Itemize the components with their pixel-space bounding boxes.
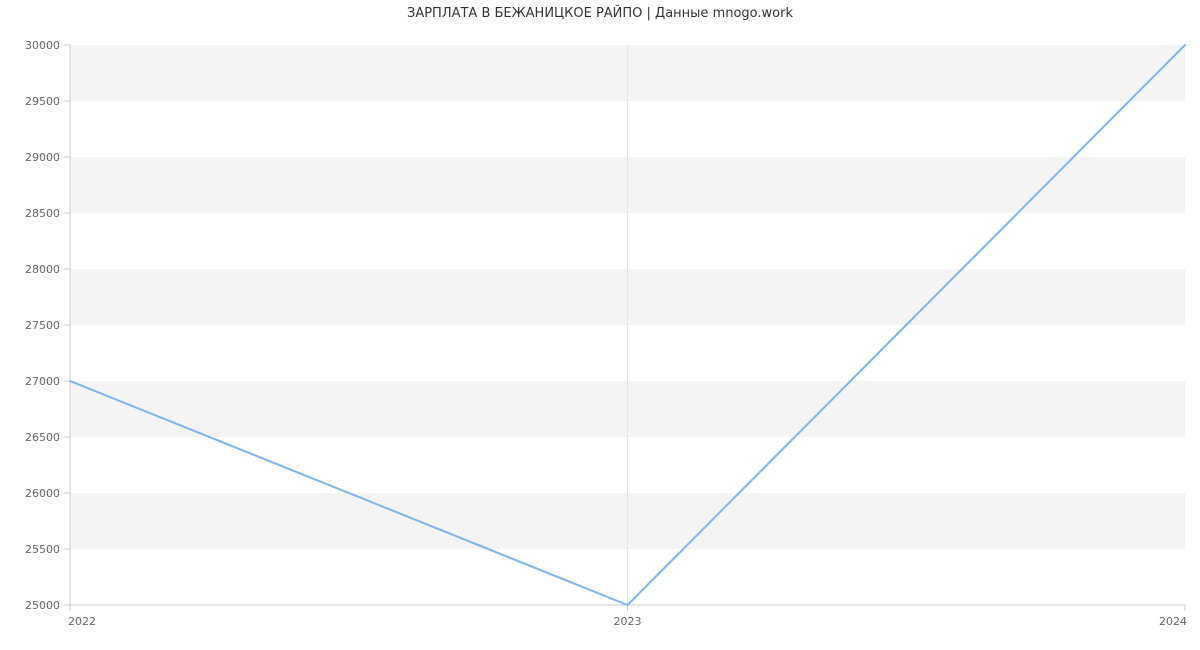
- y-tick-label: 25500: [25, 543, 60, 556]
- y-tick-label: 29500: [25, 95, 60, 108]
- x-tick-label: 2023: [614, 615, 642, 628]
- y-tick-label: 28000: [25, 263, 60, 276]
- chart-svg: 25000 25500 26000 26500 27000 27500 28000 28500…: [0, 0, 1200, 650]
- x-tick-label: 2024: [1159, 615, 1187, 628]
- salary-line-chart: ЗАРПЛАТА В БЕЖАНИЦКОЕ РАЙПО | Данные mno…: [0, 0, 1200, 650]
- y-tick-label: 26000: [25, 487, 60, 500]
- y-tick-label: 27000: [25, 375, 60, 388]
- y-tick-label: 26500: [25, 431, 60, 444]
- y-tick-label: 27500: [25, 319, 60, 332]
- y-tick-label: 30000: [25, 39, 60, 52]
- y-tick-label: 25000: [25, 599, 60, 612]
- y-tick-label: 29000: [25, 151, 60, 164]
- x-tick-label: 2022: [68, 615, 96, 628]
- y-tick-label: 28500: [25, 207, 60, 220]
